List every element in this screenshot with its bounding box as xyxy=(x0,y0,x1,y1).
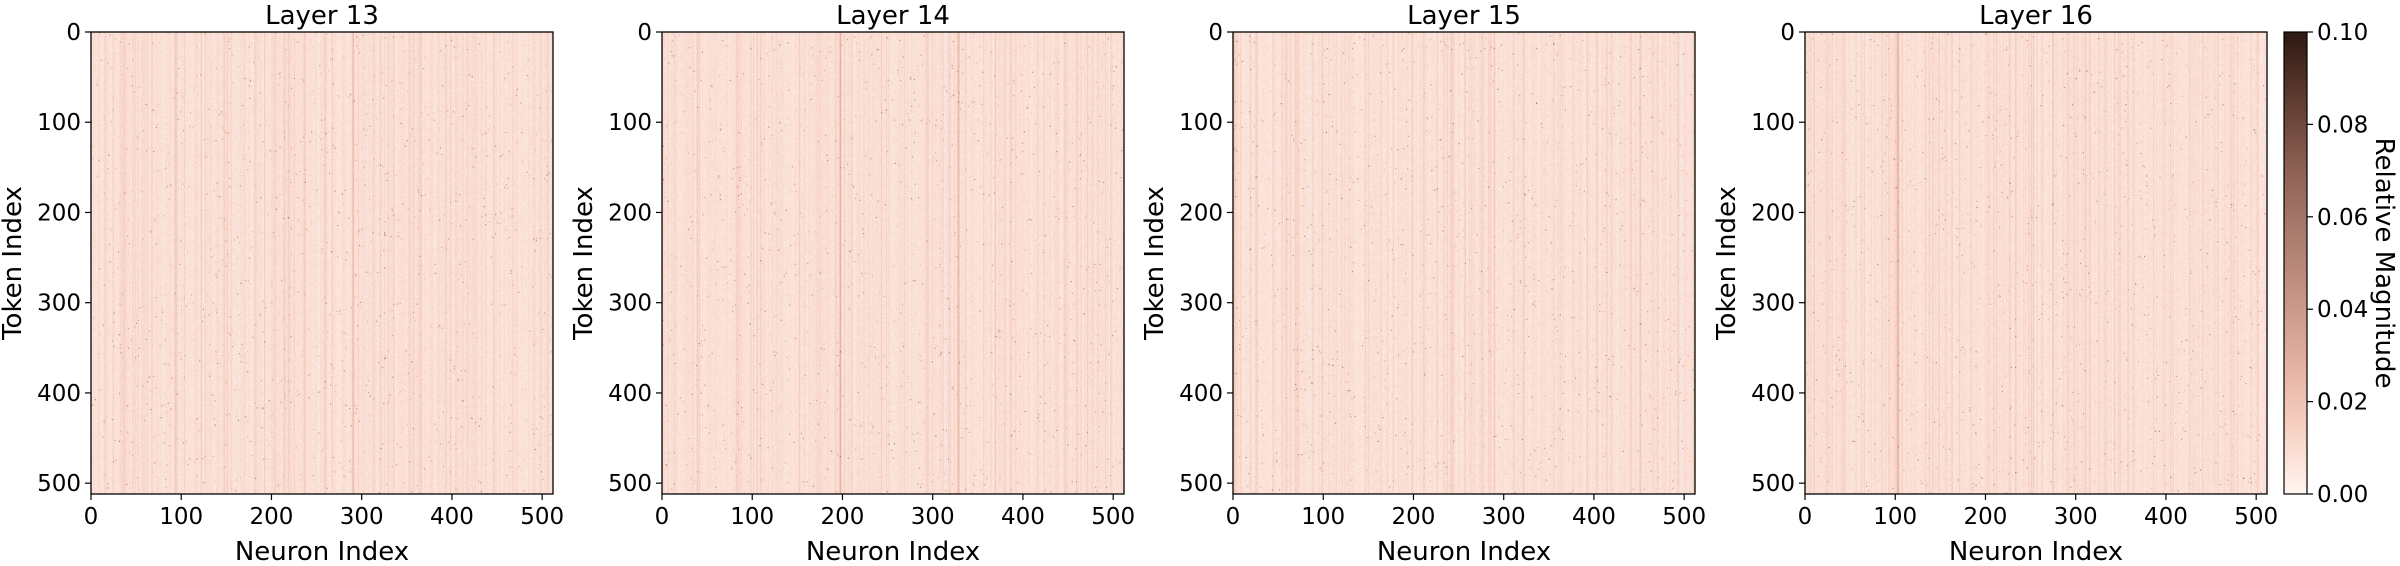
x-tick-label: 100 xyxy=(1873,504,1917,530)
y-tick-label: 300 xyxy=(608,291,652,317)
plot-frame xyxy=(661,31,1125,495)
x-tick-label: 0 xyxy=(1798,504,1813,530)
y-tick-label: 400 xyxy=(1179,381,1223,407)
x-tick-label: 200 xyxy=(1964,504,2008,530)
x-tick-label: 300 xyxy=(340,504,384,530)
y-tick-label: 300 xyxy=(1751,291,1795,317)
x-tick-label: 200 xyxy=(1392,504,1436,530)
panel-title: Layer 16 xyxy=(1979,1,2093,31)
plot-frame xyxy=(90,31,554,495)
colorbar-label: Relative Magnitude xyxy=(2369,138,2399,389)
y-tick-label: 100 xyxy=(1179,110,1223,136)
y-tick-label: 400 xyxy=(608,381,652,407)
panel-title: Layer 14 xyxy=(836,1,950,31)
x-tick-label: 300 xyxy=(1482,504,1526,530)
x-tick-label: 300 xyxy=(2054,504,2098,530)
x-tick-label: 500 xyxy=(520,504,564,530)
x-tick-label: 0 xyxy=(84,504,99,530)
y-tick-label: 500 xyxy=(1179,471,1223,497)
y-tick-label: 0 xyxy=(66,20,81,46)
heatmap-cells xyxy=(91,32,553,494)
x-axis-label: Neuron Index xyxy=(1377,537,1551,566)
y-axis-label: Token Index xyxy=(0,186,28,341)
y-axis-label: Token Index xyxy=(1140,186,1170,341)
y-tick-label: 500 xyxy=(1751,471,1795,497)
colorbar-tick-label: 0.06 xyxy=(2317,205,2368,231)
x-tick-label: 500 xyxy=(2234,504,2278,530)
x-axis-label: Neuron Index xyxy=(235,537,409,566)
x-axis-label: Neuron Index xyxy=(1949,537,2123,566)
y-tick-label: 0 xyxy=(1208,20,1223,46)
y-tick-label: 100 xyxy=(1751,110,1795,136)
plot-frame xyxy=(1804,31,2268,495)
x-tick-label: 400 xyxy=(1572,504,1616,530)
y-tick-label: 100 xyxy=(608,110,652,136)
y-tick-label: 300 xyxy=(37,291,81,317)
colorbar: 0.00 0.02 0.04 0.06 0.08 0.10 Relative Magnitu… xyxy=(2283,20,2399,508)
x-tick-label: 300 xyxy=(911,504,955,530)
x-axis-label: Neuron Index xyxy=(806,537,980,566)
x-tick-label: 100 xyxy=(1301,504,1345,530)
panel-title: Layer 15 xyxy=(1407,1,1521,31)
colorbar-tick-label: 0.08 xyxy=(2317,112,2368,138)
plot-frame xyxy=(1232,31,1696,495)
heatmap-cells xyxy=(662,32,1124,494)
y-tick-label: 0 xyxy=(1780,20,1795,46)
y-tick-label: 500 xyxy=(37,471,81,497)
x-tick-label: 0 xyxy=(655,504,670,530)
x-tick-label: 200 xyxy=(250,504,294,530)
y-tick-label: 200 xyxy=(1179,200,1223,226)
colorbar-gradient xyxy=(2283,31,2308,495)
y-tick-label: 300 xyxy=(1179,291,1223,317)
x-tick-label: 500 xyxy=(1662,504,1706,530)
heatmap-cells xyxy=(1805,32,2267,494)
y-tick-label: 200 xyxy=(1751,200,1795,226)
x-tick-label: 400 xyxy=(2144,504,2188,530)
x-tick-label: 100 xyxy=(730,504,774,530)
y-tick-label: 500 xyxy=(608,471,652,497)
colorbar-tick-label: 0.00 xyxy=(2317,482,2368,508)
y-tick-label: 0 xyxy=(637,20,652,46)
y-axis-label: Token Index xyxy=(569,186,599,341)
y-tick-label: 200 xyxy=(37,200,81,226)
x-tick-label: 100 xyxy=(159,504,203,530)
y-tick-label: 100 xyxy=(37,110,81,136)
heatmap-cells xyxy=(1233,32,1695,494)
x-tick-label: 500 xyxy=(1091,504,1135,530)
panel-title: Layer 13 xyxy=(265,1,379,31)
x-tick-label: 400 xyxy=(430,504,474,530)
colorbar-tick-label: 0.04 xyxy=(2317,297,2368,323)
y-axis-label: Token Index xyxy=(1712,186,1742,341)
x-tick-label: 200 xyxy=(821,504,865,530)
y-tick-label: 400 xyxy=(1751,381,1795,407)
x-tick-label: 0 xyxy=(1226,504,1241,530)
colorbar-tick-label: 0.10 xyxy=(2317,20,2368,46)
colorbar-tick-label: 0.02 xyxy=(2317,390,2368,416)
y-tick-label: 400 xyxy=(37,381,81,407)
x-tick-label: 400 xyxy=(1001,504,1045,530)
y-tick-label: 200 xyxy=(608,200,652,226)
